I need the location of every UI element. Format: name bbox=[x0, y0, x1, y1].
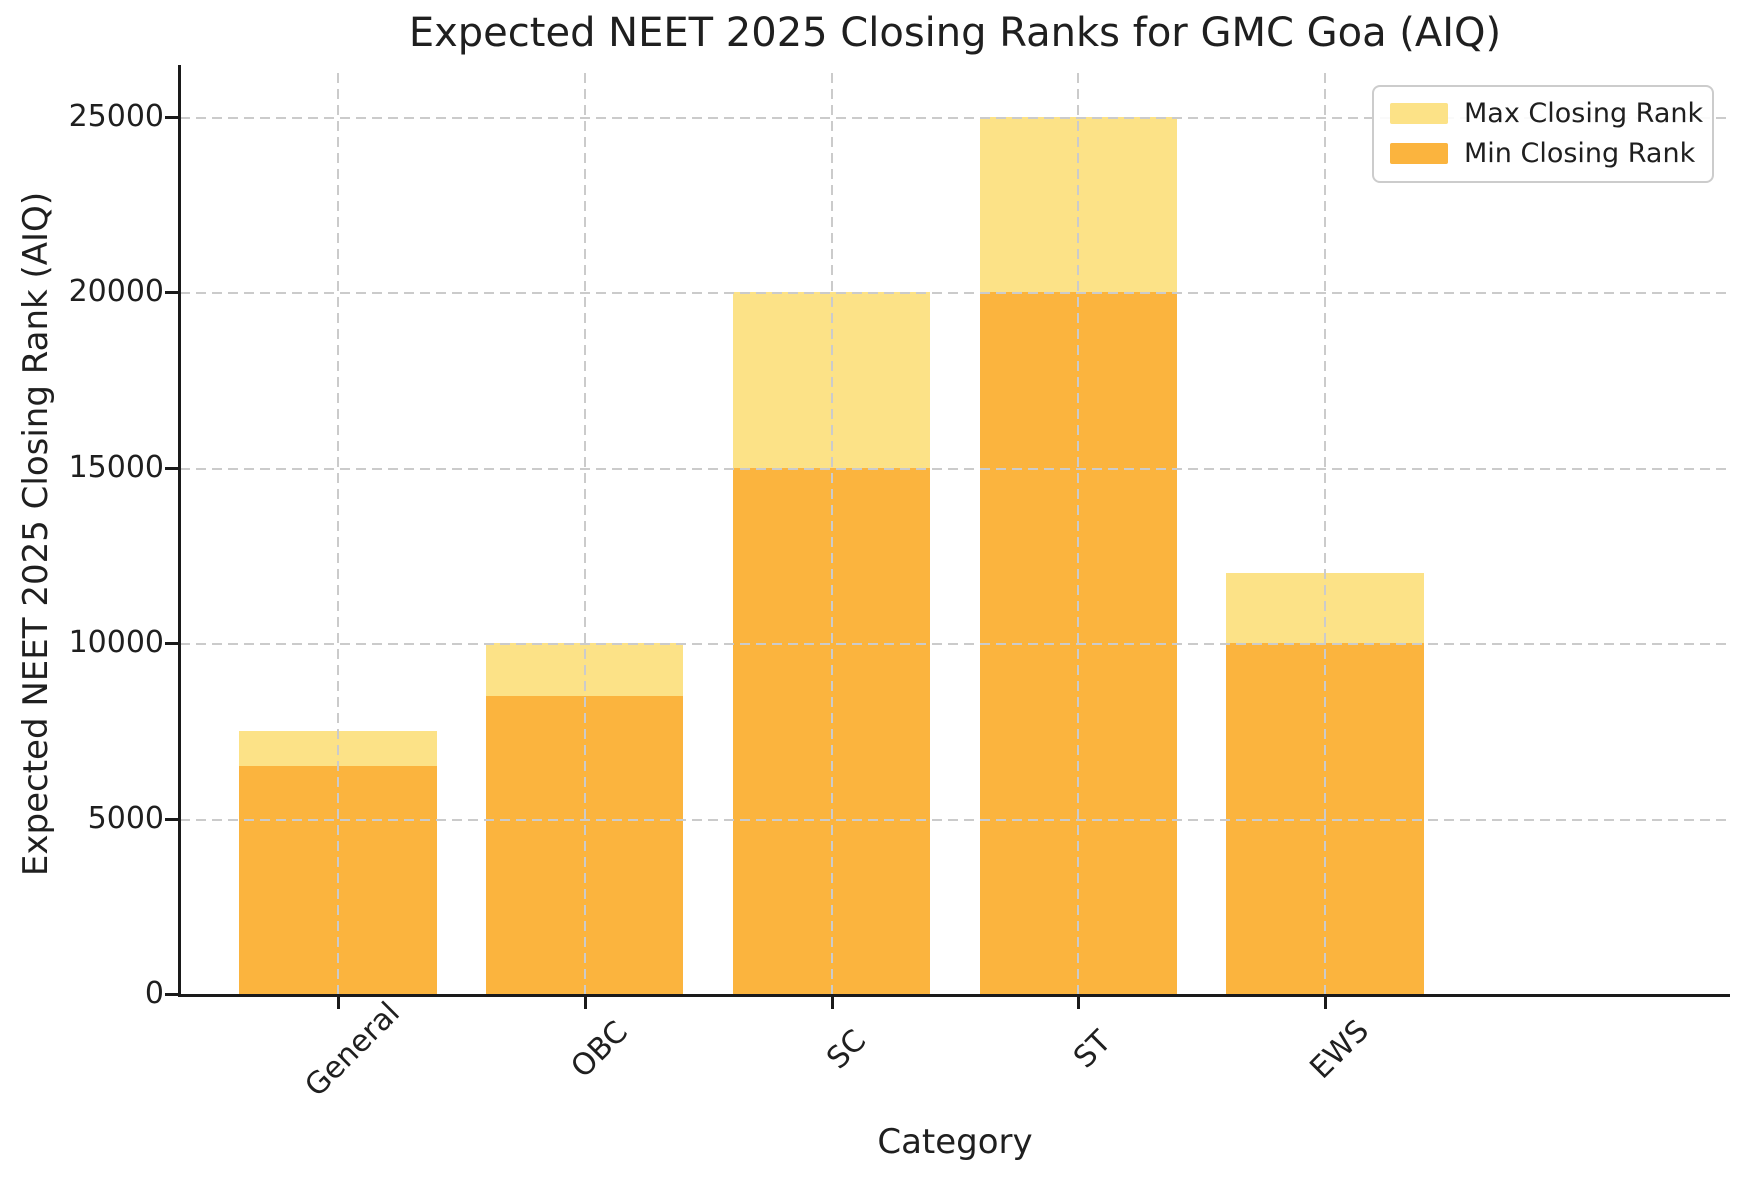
y-tick-mark-0 bbox=[165, 993, 178, 996]
legend-label-max-closing-rank: Max Closing Rank bbox=[1464, 97, 1704, 129]
gridline-x-st bbox=[1077, 73, 1080, 994]
gridline-x-obc bbox=[583, 73, 586, 994]
legend-label-min-closing-rank: Min Closing Rank bbox=[1464, 137, 1696, 169]
gridline-y-10000 bbox=[180, 643, 1730, 646]
x-tick-label-st: ST bbox=[1067, 1024, 1119, 1076]
plot-area bbox=[165, 65, 1730, 1009]
gridline-x-general bbox=[336, 73, 339, 994]
y-axis-spine bbox=[178, 65, 181, 994]
legend-item-max-closing-rank: Max Closing Rank bbox=[1390, 97, 1703, 129]
x-tick-mark-obc bbox=[583, 997, 587, 1009]
y-tick-label-5000: 5000 bbox=[87, 800, 164, 836]
x-tick-mark-st bbox=[1077, 997, 1081, 1009]
y-tick-label-25000: 25000 bbox=[68, 98, 164, 134]
y-tick-mark-5000 bbox=[165, 817, 178, 821]
gridline-x-ews bbox=[1324, 73, 1327, 994]
x-tick-label-obc: OBC bbox=[564, 1014, 635, 1085]
x-tick-mark-general bbox=[336, 997, 340, 1009]
y-tick-label-15000: 15000 bbox=[68, 449, 164, 485]
x-tick-mark-sc bbox=[830, 997, 834, 1009]
x-tick-label-general: General bbox=[298, 995, 407, 1104]
y-tick-mark-10000 bbox=[165, 642, 178, 646]
y-tick-label-20000: 20000 bbox=[68, 274, 164, 310]
legend: Max Closing Rank Min Closing Rank bbox=[1372, 85, 1714, 183]
y-tick-label-10000: 10000 bbox=[68, 625, 164, 661]
legend-swatch-max-closing-rank bbox=[1390, 102, 1448, 124]
gridline-x-sc bbox=[830, 73, 833, 994]
y-tick-mark-20000 bbox=[165, 291, 178, 295]
x-axis-spine bbox=[178, 994, 1730, 997]
x-axis-label: Category bbox=[877, 1122, 1033, 1162]
x-tick-label-ews: EWS bbox=[1303, 1013, 1377, 1086]
y-tick-mark-15000 bbox=[165, 466, 178, 470]
gridline-y-5000 bbox=[180, 818, 1730, 821]
chart-title: Expected NEET 2025 Closing Ranks for GMC… bbox=[408, 10, 1502, 56]
legend-swatch-min-closing-rank bbox=[1390, 142, 1448, 164]
gridline-y-25000 bbox=[180, 116, 1730, 119]
gridline-y-20000 bbox=[180, 292, 1730, 295]
x-tick-label-sc: SC bbox=[819, 1023, 873, 1077]
y-tick-label-0: 0 bbox=[144, 976, 164, 1011]
gridline-y-15000 bbox=[180, 467, 1730, 470]
x-tick-mark-ews bbox=[1324, 997, 1328, 1009]
legend-item-min-closing-rank: Min Closing Rank bbox=[1390, 137, 1696, 169]
y-tick-mark-25000 bbox=[165, 115, 178, 119]
